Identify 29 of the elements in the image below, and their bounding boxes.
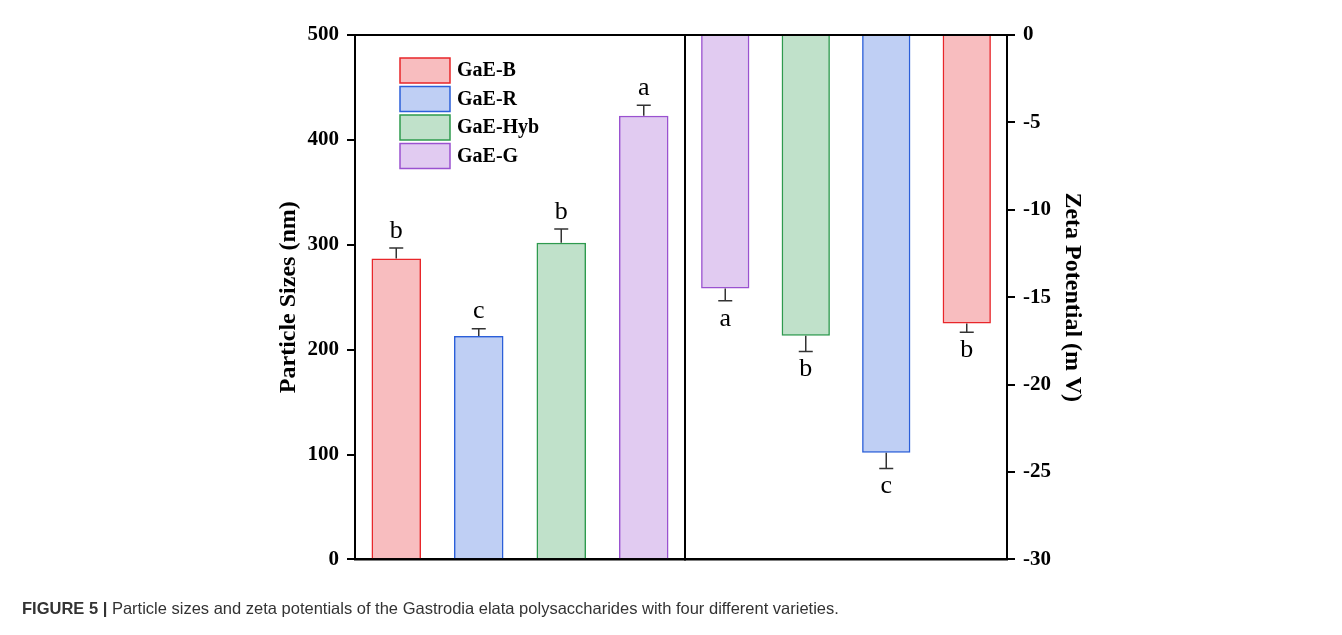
y-tick-label: -15 [1023, 283, 1051, 308]
data-label: c [880, 470, 893, 500]
y-tick-label: 500 [307, 21, 339, 46]
data-label: b [389, 214, 403, 244]
legend-label: GaE-Hyb [457, 115, 540, 139]
y-tick-label: -20 [1023, 371, 1051, 396]
y-tick-label: -25 [1023, 458, 1051, 483]
legend-label: GaE-G [457, 143, 519, 166]
data-label: a [719, 302, 732, 332]
data-label: b [799, 353, 813, 383]
data-label: b [554, 195, 568, 225]
text: Particle sizes and zeta potentials of the Gastrodia elata polysaccharides with four different varieties. [110, 599, 839, 617]
y-tick-label: -30 [1023, 545, 1051, 570]
y-tick-label: 400 [307, 126, 339, 151]
data-label: c [472, 295, 485, 325]
y-tick-label: 300 [307, 231, 339, 256]
y-tick-label: 200 [307, 336, 339, 361]
legend-label: GaE-B [457, 58, 516, 81]
y-tick-label: 0 [1023, 21, 1034, 46]
y-tick-label: 0 [328, 545, 339, 570]
data-label: b [960, 333, 974, 363]
y-axis-title: Particle Sizes (nm) [273, 201, 300, 394]
y-tick-label: -5 [1023, 108, 1041, 133]
y-tick-label: 100 [307, 440, 339, 465]
legend-label: GaE-R [457, 86, 518, 109]
data-label: a [637, 72, 650, 102]
caption: FIGURE 5 | [22, 599, 108, 617]
y-tick-label: -10 [1023, 196, 1051, 221]
y-axis-title: Zeta Potential (m V) [1061, 192, 1088, 402]
